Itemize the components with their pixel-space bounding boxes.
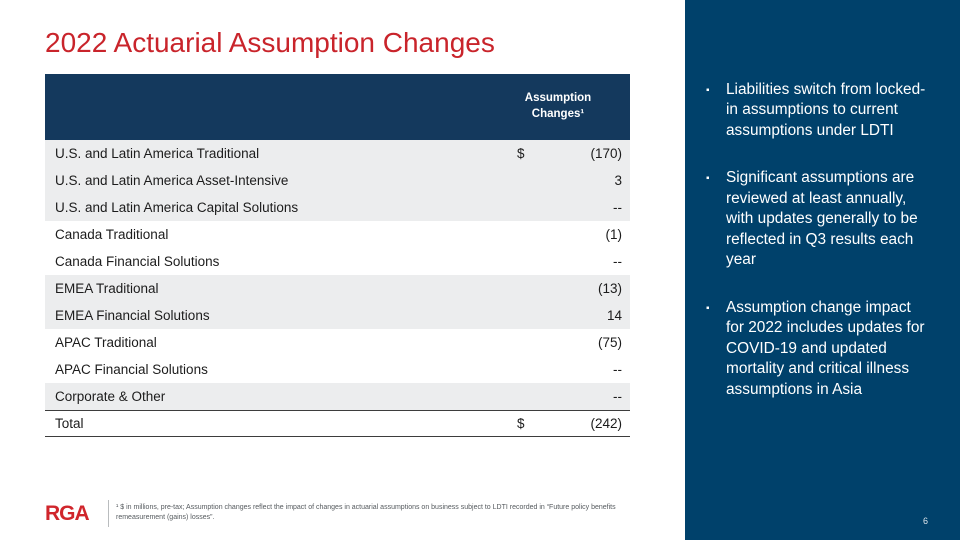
row-value-cell: 14 xyxy=(517,308,622,323)
row-value: 3 xyxy=(614,173,622,188)
table-row: Canada Financial Solutions -- xyxy=(45,248,630,275)
row-value-cell: 3 xyxy=(517,173,622,188)
row-label: Total xyxy=(55,416,84,431)
table-body: U.S. and Latin America Traditional $ (170… xyxy=(45,140,630,437)
row-label: U.S. and Latin America Traditional xyxy=(55,146,260,161)
assumption-changes-table: Assumption Changes¹ U.S. and Latin Ameri… xyxy=(45,74,630,437)
sidebar: ▪ Liabilities switch from locked-in assu… xyxy=(685,0,960,540)
row-value: (170) xyxy=(590,146,622,161)
bullet-list: ▪ Liabilities switch from locked-in assu… xyxy=(706,80,926,427)
row-value-cell: -- xyxy=(517,254,622,269)
row-label: APAC Financial Solutions xyxy=(55,362,208,377)
bullet-text: Liabilities switch from locked-in assump… xyxy=(726,81,926,139)
row-value: (1) xyxy=(605,227,623,242)
slide-title: 2022 Actuarial Assumption Changes xyxy=(45,27,495,58)
row-label: EMEA Financial Solutions xyxy=(55,308,210,323)
row-value-cell: (1) xyxy=(517,227,623,242)
rga-logo: RGA xyxy=(45,502,90,525)
table-row: U.S. and Latin America Capital Solutions… xyxy=(45,194,630,221)
bullet-text: Assumption change impact for 2022 includ… xyxy=(726,298,925,398)
currency-symbol: $ xyxy=(517,416,525,431)
table-row: Corporate & Other -- xyxy=(45,383,630,410)
bullet-item: ▪ Assumption change impact for 2022 incl… xyxy=(706,298,926,400)
row-value-cell: (75) xyxy=(517,335,622,350)
row-label: APAC Traditional xyxy=(55,335,157,350)
row-value: -- xyxy=(613,362,622,377)
table-header-row: Assumption Changes¹ xyxy=(45,74,630,140)
footnote: ¹ $ in millions, pre-tax; Assumption cha… xyxy=(116,504,616,522)
row-value: -- xyxy=(613,254,622,269)
table-row: U.S. and Latin America Asset-Intensive 3 xyxy=(45,167,630,194)
bullet-square-icon: ▪ xyxy=(706,85,710,96)
row-value-cell: -- xyxy=(517,200,622,215)
currency-symbol: $ xyxy=(517,146,525,161)
row-value: (242) xyxy=(590,416,622,431)
table-row: U.S. and Latin America Traditional $ (170… xyxy=(45,140,630,167)
row-label: Canada Financial Solutions xyxy=(55,254,220,269)
row-value-cell: $ (170) xyxy=(517,146,622,161)
row-value-cell: $ (242) xyxy=(517,416,622,431)
row-value-cell: -- xyxy=(517,362,622,377)
table-row: EMEA Traditional (13) xyxy=(45,275,630,302)
row-label: U.S. and Latin America Asset-Intensive xyxy=(55,173,289,188)
table-header-assumption-changes: Assumption Changes¹ xyxy=(524,92,592,120)
row-value: -- xyxy=(613,200,622,215)
footer-divider xyxy=(108,500,109,527)
row-value: -- xyxy=(613,389,622,404)
row-value-cell: (13) xyxy=(517,281,622,296)
table-row: Total $ (242) xyxy=(45,410,630,437)
bullet-square-icon: ▪ xyxy=(706,173,710,185)
table-row: APAC Financial Solutions -- xyxy=(45,356,630,383)
row-label: Corporate & Other xyxy=(55,389,166,404)
row-value: 14 xyxy=(606,308,622,323)
page-number: 6 xyxy=(922,516,928,526)
row-label: Canada Traditional xyxy=(55,227,169,242)
bullet-item: ▪ Significant assumptions are reviewed a… xyxy=(706,168,926,270)
table-row: APAC Traditional (75) xyxy=(45,329,630,356)
row-value: (75) xyxy=(597,335,622,350)
bullet-square-icon: ▪ xyxy=(706,302,710,314)
bullet-item: ▪ Liabilities switch from locked-in assu… xyxy=(706,80,926,141)
row-label: EMEA Traditional xyxy=(55,281,159,296)
bullet-text: Significant assumptions are reviewed at … xyxy=(726,169,918,269)
table-row: Canada Traditional (1) xyxy=(45,221,630,248)
row-label: U.S. and Latin America Capital Solutions xyxy=(55,200,299,215)
row-value: (13) xyxy=(597,281,622,296)
row-value-cell: -- xyxy=(517,389,622,404)
table-row: EMEA Financial Solutions 14 xyxy=(45,302,630,329)
main-content: 2022 Actuarial Assumption Changes Assump… xyxy=(45,27,630,527)
